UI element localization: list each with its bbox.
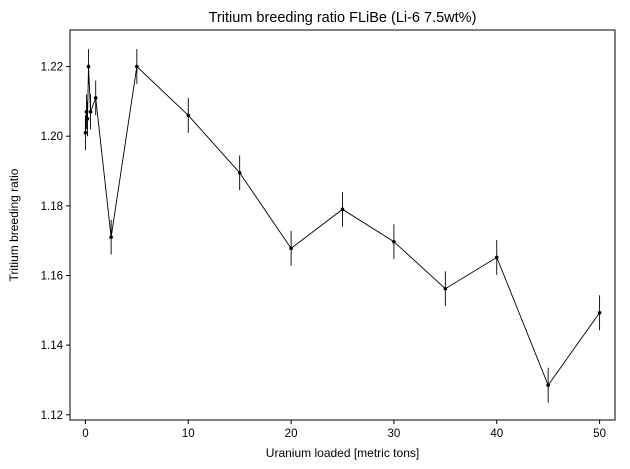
x-tick-label: 50: [593, 428, 606, 440]
x-tick-label: 40: [490, 428, 503, 440]
data-point: [546, 383, 550, 387]
x-tick-label: 0: [82, 428, 88, 440]
data-point: [83, 130, 88, 135]
data-point: [86, 64, 91, 69]
x-axis: 0 10 20 30 40 50: [82, 420, 606, 440]
data-point: [109, 235, 113, 239]
x-tick-label: 20: [285, 428, 298, 440]
data-point: [443, 286, 448, 291]
plot-frame: [69, 29, 616, 421]
data-point: [85, 116, 90, 121]
data-point: [93, 96, 98, 100]
data-point: [237, 170, 242, 175]
chart-title: Tritium breeding ratio FLiBe (Li-6 7.5wt…: [209, 10, 477, 26]
y-tick-label: 1.16: [41, 270, 63, 282]
x-axis-label: Uranium loaded [metric tons]: [266, 446, 419, 460]
plot-area: [83, 49, 602, 403]
y-tick-label: 1.14: [41, 340, 64, 352]
x-tick-label: 30: [388, 428, 401, 440]
y-tick-label: 1.20: [41, 131, 63, 143]
y-axis: 1.12 1.14 1.16 1.18 1.20 1.22: [41, 62, 70, 422]
y-tick-label: 1.22: [41, 62, 63, 74]
data-point: [597, 310, 602, 315]
data-point: [186, 113, 191, 118]
data-point: [392, 239, 396, 244]
data-point: [340, 207, 345, 212]
data-point: [135, 64, 139, 69]
y-tick-label: 1.18: [41, 201, 63, 213]
y-tick-label: 1.12: [41, 410, 63, 422]
data-point: [494, 255, 499, 260]
y-axis-label: Tritium breeding ratio: [7, 168, 21, 281]
x-tick-label: 10: [182, 428, 195, 440]
data-point: [289, 246, 293, 251]
data-point: [88, 110, 93, 114]
